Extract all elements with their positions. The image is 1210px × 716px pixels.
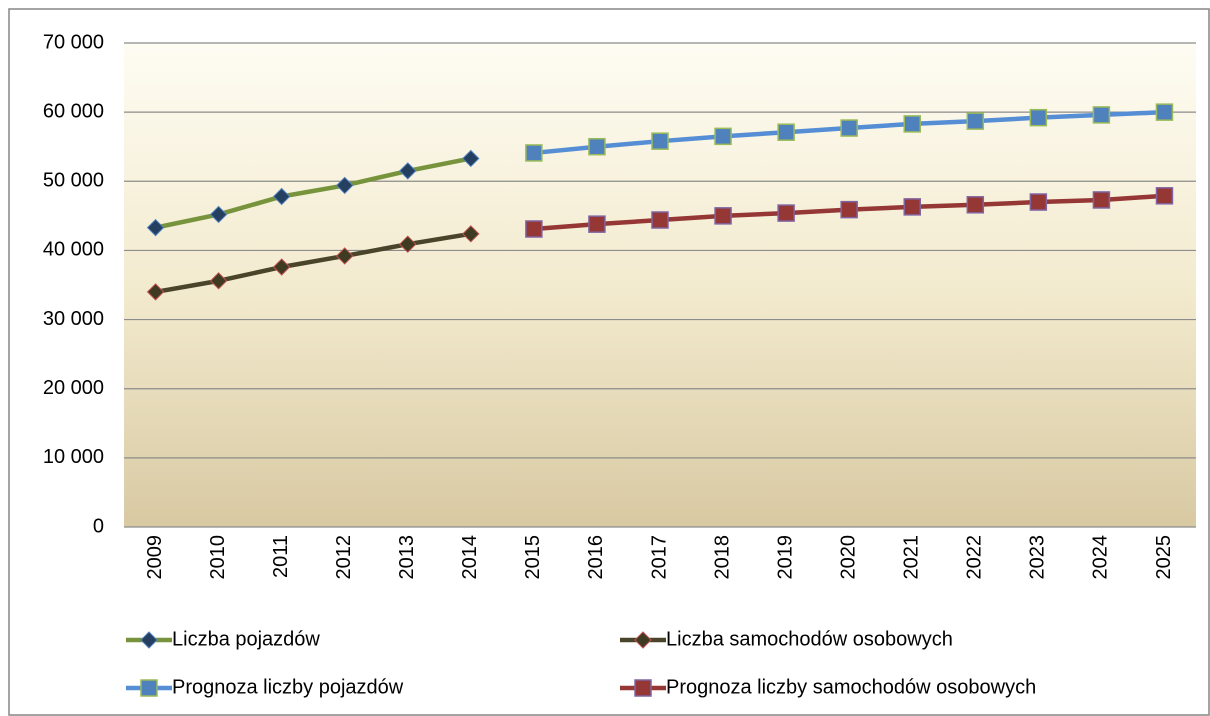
data-point bbox=[525, 220, 543, 238]
x-tick-label: 2014 bbox=[459, 535, 481, 580]
data-point bbox=[966, 112, 985, 130]
data-point bbox=[1155, 103, 1174, 121]
y-tick-label: 70 000 bbox=[43, 31, 104, 53]
x-tick-label: 2010 bbox=[207, 535, 229, 580]
data-point bbox=[1092, 106, 1111, 124]
legend-label: Prognoza liczby pojazdów bbox=[172, 676, 404, 698]
data-point bbox=[146, 283, 165, 301]
data-point bbox=[714, 207, 732, 225]
data-point bbox=[651, 132, 669, 150]
legend-label: Liczba pojazdów bbox=[172, 628, 320, 650]
x-tick-label: 2011 bbox=[270, 535, 292, 578]
legend-marker bbox=[634, 631, 652, 649]
data-point bbox=[525, 144, 543, 162]
data-point bbox=[651, 211, 669, 229]
x-tick-label: 2017 bbox=[648, 535, 670, 580]
x-tick-label: 2013 bbox=[396, 535, 418, 580]
legend-marker bbox=[634, 679, 652, 697]
x-tick-label: 2016 bbox=[585, 535, 607, 580]
x-tick-label: 2009 bbox=[144, 535, 166, 580]
y-tick-label: 10 000 bbox=[43, 446, 104, 468]
data-point bbox=[777, 204, 795, 222]
y-tick-label: 30 000 bbox=[43, 308, 104, 330]
series-line bbox=[155, 156, 472, 230]
data-point bbox=[399, 235, 417, 253]
data-point bbox=[588, 215, 606, 233]
x-tick-label: 2025 bbox=[1153, 535, 1175, 580]
data-point bbox=[903, 198, 921, 216]
y-tick-label: 40 000 bbox=[43, 239, 104, 261]
x-tick-label: 2019 bbox=[774, 535, 796, 580]
data-point bbox=[209, 205, 228, 224]
plot-area bbox=[124, 43, 1196, 527]
data-point bbox=[146, 218, 165, 237]
legend-marker bbox=[140, 631, 158, 649]
legend-label: Liczba samochodów osobowych bbox=[666, 628, 953, 650]
data-point bbox=[1029, 193, 1048, 211]
data-point bbox=[335, 247, 354, 265]
data-point bbox=[588, 137, 606, 156]
legend-marker bbox=[140, 679, 158, 697]
data-point bbox=[840, 119, 858, 137]
y-tick-label: 0 bbox=[93, 515, 104, 537]
data-point bbox=[209, 272, 228, 290]
data-point bbox=[462, 149, 480, 168]
y-tick-label: 60 000 bbox=[43, 100, 104, 122]
data-point bbox=[966, 196, 985, 214]
x-tick-label: 2021 bbox=[901, 535, 923, 580]
data-point bbox=[272, 187, 291, 206]
series-line bbox=[155, 231, 472, 295]
x-tick-label: 2018 bbox=[711, 535, 733, 580]
y-tick-label: 20 000 bbox=[43, 377, 104, 399]
y-tick-label: 50 000 bbox=[43, 170, 104, 192]
data-point bbox=[714, 127, 732, 146]
data-point bbox=[399, 162, 417, 180]
data-point bbox=[777, 123, 795, 141]
data-point bbox=[1029, 108, 1048, 127]
x-tick-label: 2012 bbox=[333, 535, 355, 580]
data-point bbox=[1155, 187, 1174, 205]
legend-label: Prognoza liczby samochodów osobowych bbox=[666, 676, 1036, 698]
data-point bbox=[335, 176, 354, 195]
data-point bbox=[903, 115, 921, 133]
data-point bbox=[1092, 191, 1111, 209]
x-tick-label: 2015 bbox=[522, 535, 544, 580]
x-tick-label: 2020 bbox=[837, 535, 859, 580]
data-point bbox=[840, 200, 858, 219]
x-tick-label: 2024 bbox=[1090, 535, 1112, 580]
data-point bbox=[272, 258, 291, 276]
data-point bbox=[462, 225, 480, 243]
x-tick-label: 2022 bbox=[964, 535, 986, 580]
x-tick-label: 2023 bbox=[1027, 535, 1049, 580]
